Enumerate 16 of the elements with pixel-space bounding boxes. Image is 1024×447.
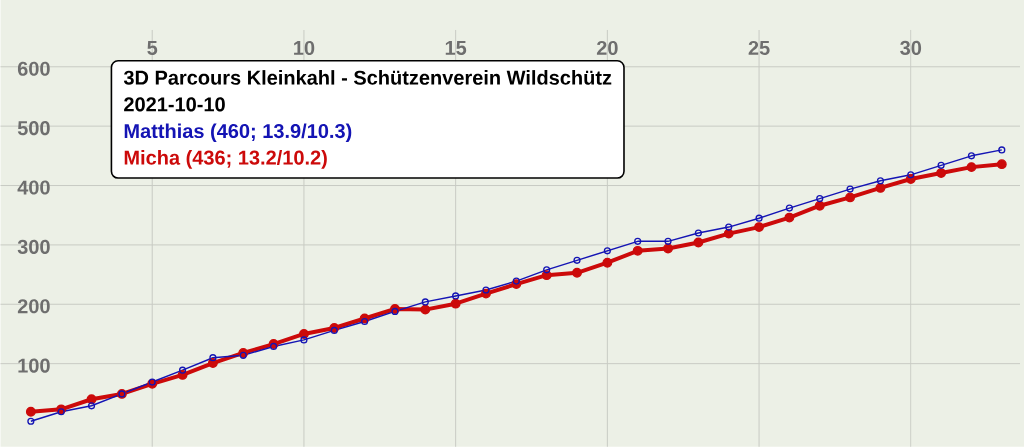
- y-tick-label: 400: [17, 180, 50, 195]
- text: 2021-10-10: [124, 97, 225, 112]
- y-tick-label: 600: [17, 61, 50, 76]
- x-tick-label: 30: [900, 40, 922, 55]
- y-tick-label: 100: [18, 358, 50, 373]
- x-tick-label: 25: [748, 40, 770, 55]
- y-tick-label: 300: [17, 239, 50, 254]
- x-tick-label: 10: [294, 40, 315, 55]
- y-tick-label: 500: [17, 120, 50, 136]
- x-tick-label: 15: [445, 40, 467, 55]
- text: Matthias (460; 13.9/10.3): [124, 123, 352, 142]
- x-tick-label: 20: [596, 40, 618, 55]
- x-tick-label: 5: [147, 40, 158, 55]
- text: 3D Parcours Kleinkahl - Schützenverein Wildschütz: [123, 69, 612, 85]
- y-tick-label: 200: [17, 299, 50, 314]
- text: Micha (436; 13.2/10.2): [124, 149, 327, 169]
